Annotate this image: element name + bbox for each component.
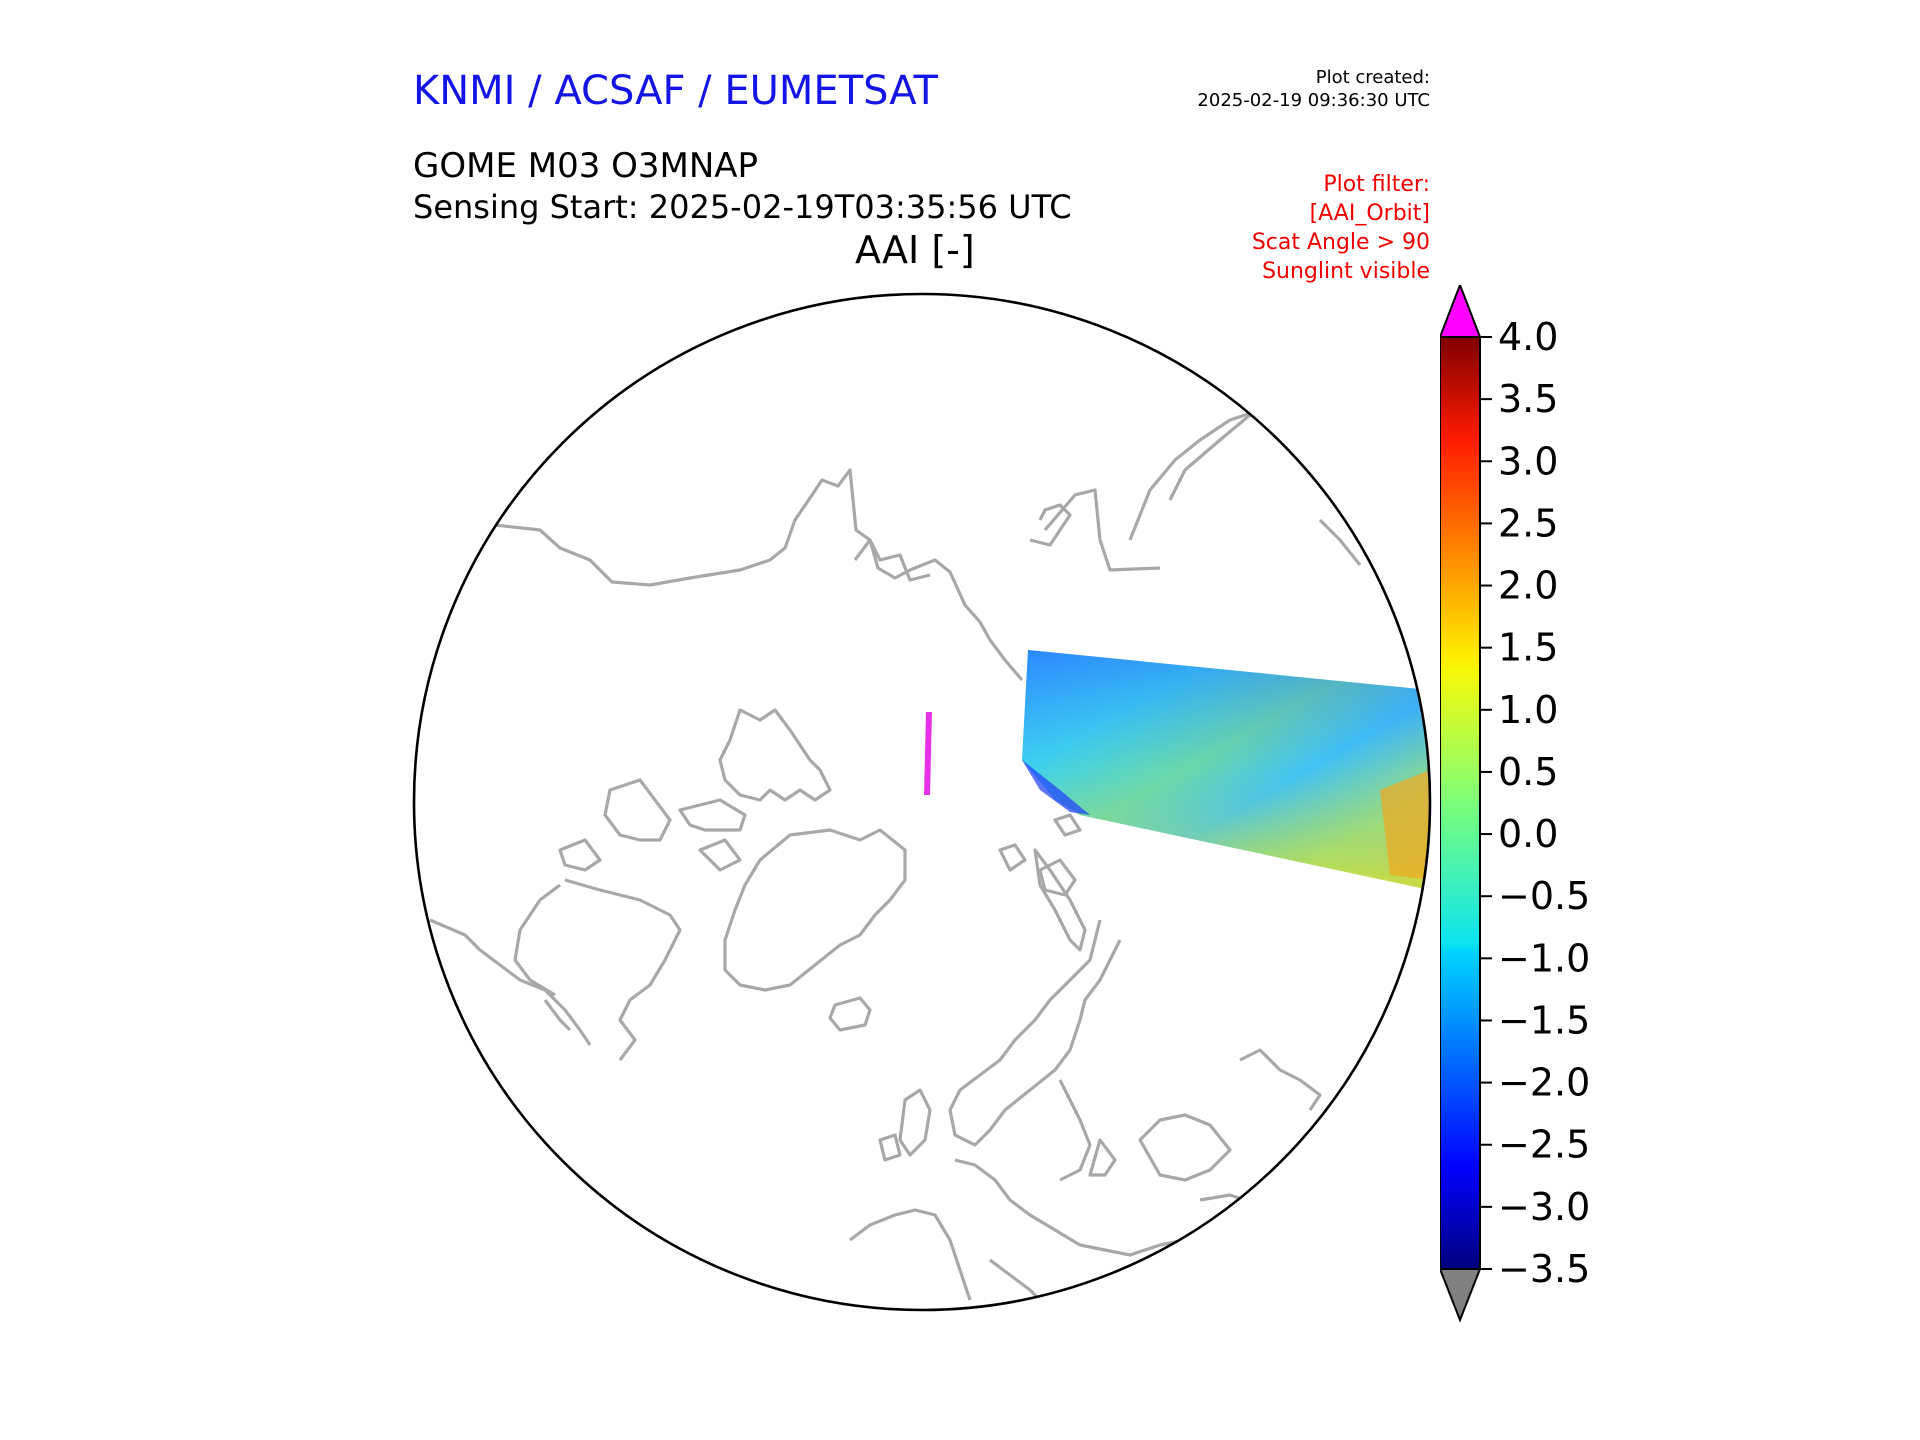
- globe-boundary: [412, 292, 1432, 1312]
- aai-swath-lowband: [1022, 760, 1090, 815]
- colorbar-gradient: [1440, 336, 1481, 1270]
- map-content: [429, 408, 1430, 1307]
- colorbar-tick-label: 1.0: [1498, 688, 1558, 732]
- colorbar-tick-label: 3.0: [1498, 439, 1558, 483]
- filter-line-2: [AAI_Orbit]: [1309, 201, 1430, 226]
- aai-swath-hotspot: [1380, 770, 1430, 880]
- colorbar-tick-label: −3.0: [1498, 1185, 1590, 1229]
- product-title: GOME M03 O3MNAP: [413, 146, 759, 186]
- colorbar-tick-label: −1.5: [1498, 998, 1590, 1042]
- aai-swath-overlay: [1022, 650, 1430, 890]
- variable-title: AAI [-]: [855, 228, 975, 272]
- organization-title: KNMI / ACSAF / EUMETSAT: [413, 68, 938, 114]
- filter-line-1: Plot filter:: [1323, 172, 1430, 197]
- colorbar-tick-label: −1.0: [1498, 936, 1590, 980]
- colorbar: 4.0 3.5 3.0 2.5 2.0 1.5 1.0 0.5 0.0 −0.5 −1.0 −1.5 −…: [1440, 285, 1590, 1323]
- colorbar-tick-label: 3.5: [1498, 377, 1558, 421]
- colorbar-tick-label: −2.5: [1498, 1123, 1590, 1167]
- colorbar-tick-label: 2.0: [1498, 564, 1558, 608]
- colorbar-ticks: 4.0 3.5 3.0 2.5 2.0 1.5 1.0 0.5 0.0 −0.5 −1.0 −1.5 −…: [1480, 315, 1590, 1291]
- colorbar-tick-label: 4.0: [1498, 315, 1558, 359]
- sensing-start: Sensing Start: 2025-02-19T03:35:56 UTC: [413, 188, 1072, 226]
- plot-created-caption: Plot created:: [1315, 67, 1430, 88]
- colorbar-tick-label: 1.5: [1498, 626, 1558, 670]
- filter-line-4: Sunglint visible: [1262, 259, 1430, 284]
- colorbar-tick-label: −0.5: [1498, 874, 1590, 918]
- colorbar-over-extension: [1440, 285, 1482, 338]
- plot-created-label: Plot created: 2025-02-19 09:36:30 UTC: [1197, 66, 1430, 112]
- coastlines: [429, 408, 1362, 1307]
- plot-filter-block: Plot filter: [AAI_Orbit] Scat Angle > 90…: [1252, 170, 1430, 286]
- colorbar-tick-label: 0.0: [1498, 812, 1558, 856]
- colorbar-tick-label: 2.5: [1498, 501, 1558, 545]
- plot-created-time: 2025-02-19 09:36:30 UTC: [1197, 90, 1430, 111]
- colorbar-tick-label: −2.0: [1498, 1061, 1590, 1105]
- colorbar-tick-label: −3.5: [1498, 1247, 1590, 1291]
- colorbar-tick-label: 0.5: [1498, 750, 1558, 794]
- colorbar-under-extension: [1440, 1268, 1482, 1323]
- aai-over-range-strip: [924, 712, 932, 795]
- filter-line-3: Scat Angle > 90: [1251, 230, 1430, 255]
